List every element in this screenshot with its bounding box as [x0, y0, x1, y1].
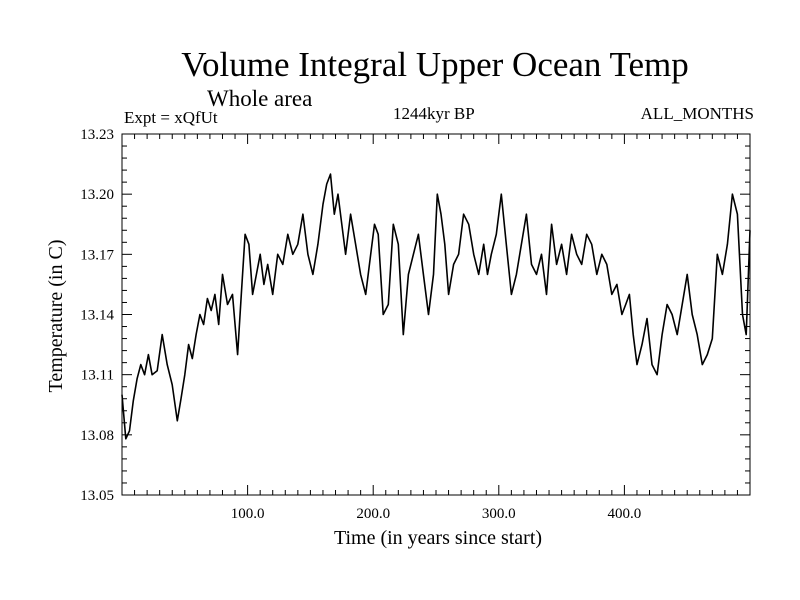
series-line: [121, 173, 751, 440]
experiment-label: Expt = xQfUt: [124, 108, 218, 127]
x-axis-label: Time (in years since start): [334, 527, 542, 549]
y-tick-labels: 13.05 13.08 13.11 13.14 13.17 13.20 13.23: [80, 127, 114, 504]
x-tick-label: 400.0: [608, 506, 642, 522]
y-tick-label: 13.08: [80, 428, 114, 444]
y-axis-label: Temperature (in C): [45, 240, 67, 393]
y-tick-label: 13.14: [80, 308, 114, 324]
y-tick-label: 13.11: [81, 368, 114, 384]
x-tick-label: 100.0: [231, 506, 265, 522]
y-tick-label: 13.05: [80, 488, 114, 504]
axis-ticks: [122, 134, 750, 495]
epoch-label: 1244kyr BP: [393, 104, 475, 123]
chart-subtitle: Whole area: [207, 86, 313, 111]
chart-title: Volume Integral Upper Ocean Temp: [181, 45, 689, 84]
x-tick-label: 200.0: [356, 506, 390, 522]
x-tick-labels: 100.0 200.0 300.0 400.0: [231, 506, 642, 522]
y-tick-label: 13.23: [80, 127, 114, 143]
months-label: ALL_MONTHS: [640, 104, 754, 123]
x-tick-label: 300.0: [482, 506, 516, 522]
y-tick-label: 13.17: [80, 247, 114, 263]
y-tick-label: 13.20: [80, 187, 114, 203]
plot-frame: [121, 133, 751, 496]
